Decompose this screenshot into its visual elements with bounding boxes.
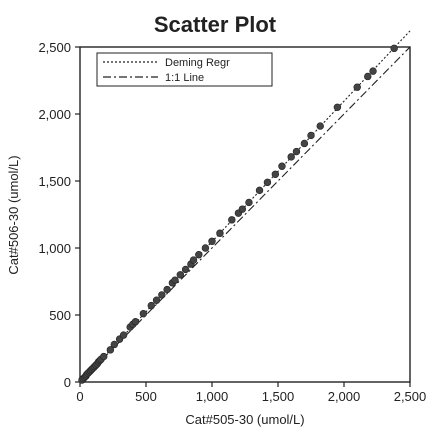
scatter-point: [271, 170, 280, 179]
scatter-point: [152, 296, 161, 304]
x-tick-label: 1,500: [262, 389, 295, 404]
regression-line-identity: [79, 46, 411, 383]
scatter-point: [255, 186, 264, 195]
scatter-point: [369, 67, 377, 75]
data-points: [78, 44, 398, 384]
scatter-point: [110, 340, 119, 349]
scatter-point: [171, 276, 179, 284]
y-tick-label: 2,500: [38, 40, 71, 55]
x-tick-label: 500: [135, 389, 157, 404]
scatter-point: [238, 205, 247, 213]
scatter-point: [176, 271, 185, 279]
scatter-point: [181, 265, 190, 274]
legend-label-deming: Deming Regr: [165, 57, 230, 69]
scatter-point: [131, 318, 140, 326]
scatter-point: [216, 229, 224, 237]
chart-title: Scatter Plot: [154, 12, 277, 37]
scatter-point: [195, 251, 203, 259]
scatter-point: [106, 346, 115, 354]
scatter-point: [245, 198, 253, 207]
y-tick-label: 1,000: [38, 241, 71, 256]
plot-area-frame: [79, 46, 411, 383]
y-tick-label: 2,000: [38, 107, 71, 122]
y-axis-label: Cat#506-30 (umol/L): [6, 155, 21, 274]
scatter-point: [333, 103, 342, 112]
legend-label-identity: 1:1 Line: [165, 72, 204, 84]
scatter-point: [287, 153, 295, 161]
x-tick-label: 0: [76, 389, 83, 404]
scatter-point: [119, 331, 128, 339]
axis-ticks: 0 500 1,000 1,500 2,000 2,500 0 500 1,000 1,500 2,…: [38, 40, 426, 404]
scatter-point: [163, 285, 171, 294]
legend-box: [96, 52, 273, 87]
scatter-point: [208, 237, 216, 246]
y-tick-label: 1,500: [38, 174, 71, 189]
scatter-point: [201, 244, 210, 252]
scatter-point: [147, 301, 155, 310]
scatter-point: [158, 291, 166, 299]
x-axis-label: Cat#505-30 (umol/L): [185, 412, 304, 427]
chart-legend: Deming Regr 1:1 Line: [96, 52, 273, 87]
scatter-point: [263, 178, 272, 187]
scatter-point: [307, 131, 315, 140]
scatter-point: [228, 216, 236, 224]
scatter-point: [390, 44, 398, 53]
scatter-point: [189, 256, 198, 264]
x-tick-label: 1,000: [196, 389, 229, 404]
scatter-point: [316, 122, 324, 130]
scatter-point: [139, 309, 148, 318]
scatter-point: [353, 83, 361, 91]
x-tick-label: 2,000: [328, 389, 361, 404]
y-tick-label: 500: [49, 308, 71, 323]
scatter-point: [292, 147, 301, 156]
scatter-point: [100, 352, 108, 361]
x-tick-label: 2,500: [394, 389, 427, 404]
scatter-point: [300, 139, 309, 148]
y-tick-label: 0: [64, 375, 71, 390]
scatter-point: [278, 162, 286, 170]
scatter-point: [364, 72, 372, 81]
